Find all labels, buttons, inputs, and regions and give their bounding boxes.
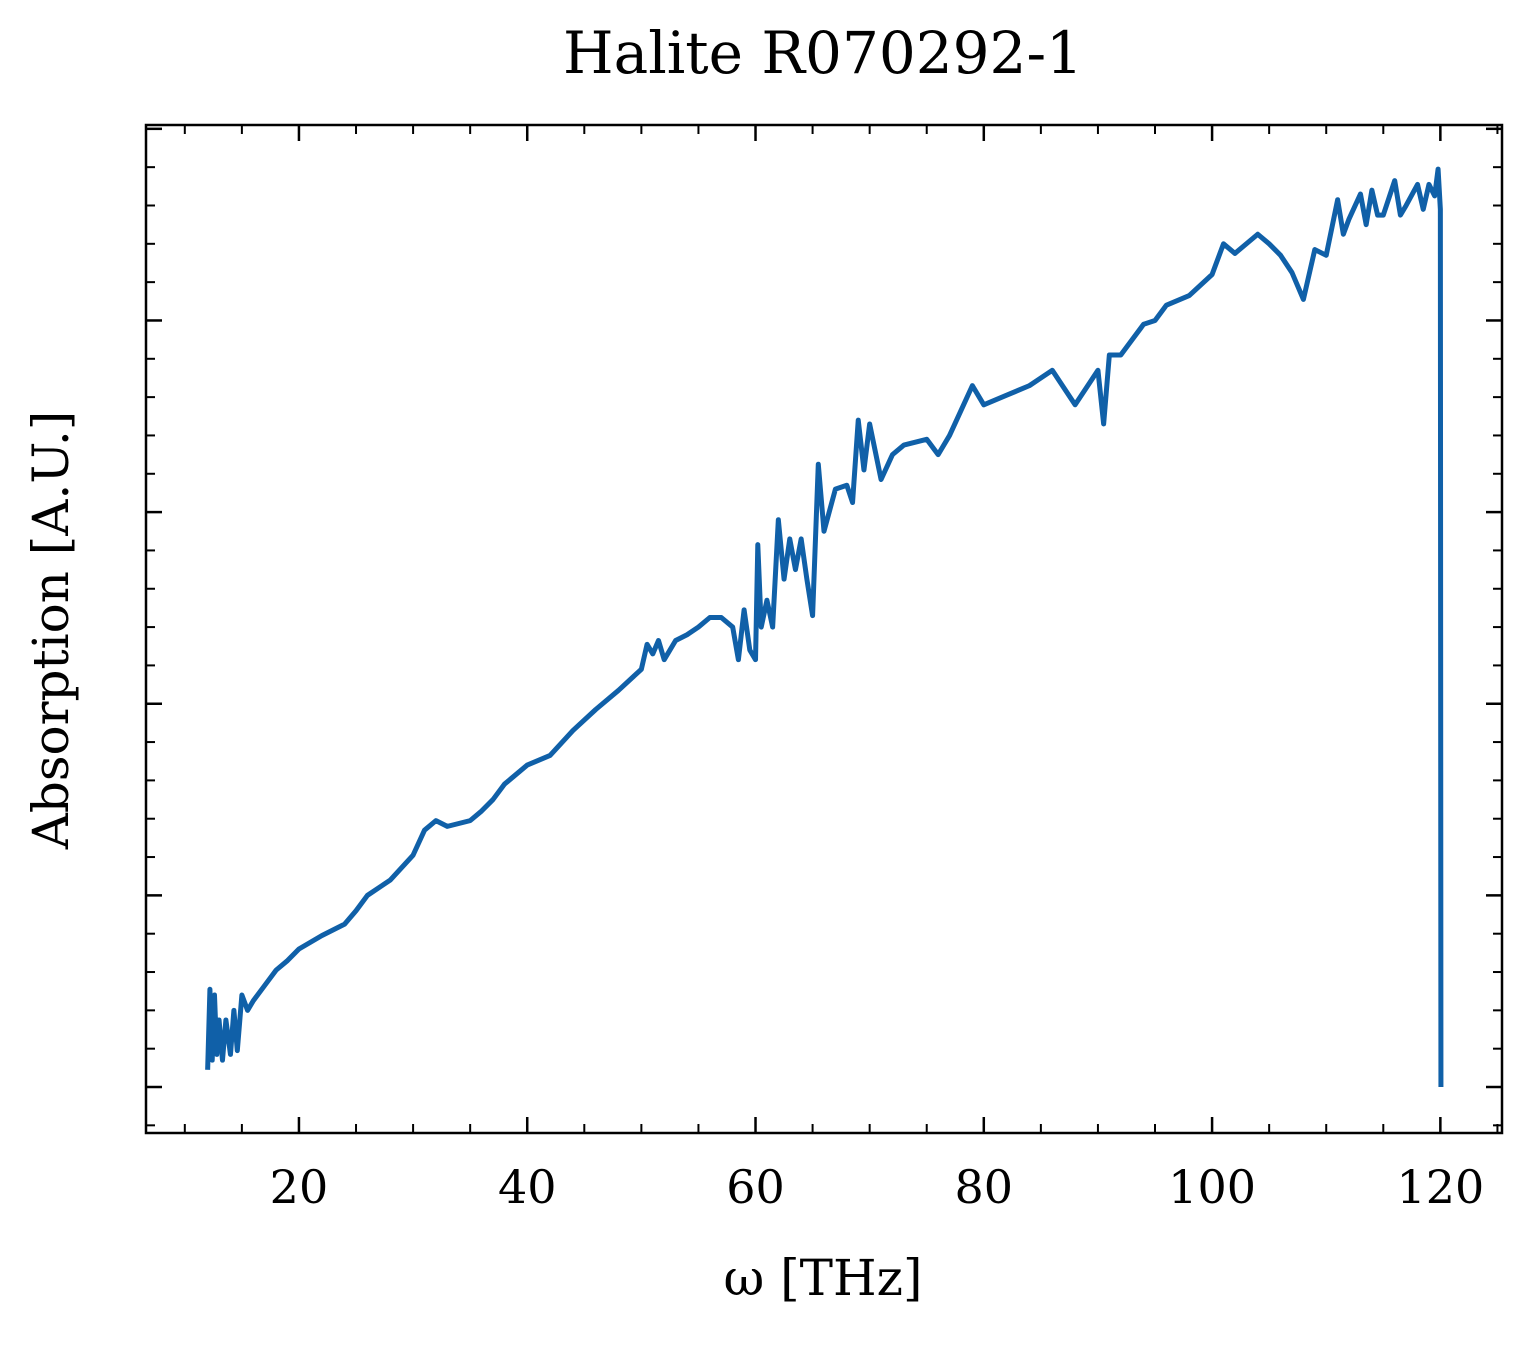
chart-title: Halite R070292-1 bbox=[563, 19, 1083, 87]
y-axis-label: Absorption [A.U.] bbox=[22, 411, 80, 851]
x-tick-label: 80 bbox=[955, 1160, 1014, 1214]
x-tick-label: 40 bbox=[498, 1160, 557, 1214]
x-axis-label: ω [THz] bbox=[724, 1249, 923, 1307]
x-tick-label: 60 bbox=[726, 1160, 785, 1214]
plot-area bbox=[205, 166, 1444, 1088]
x-tick-label: 20 bbox=[270, 1160, 329, 1214]
axes-frame bbox=[144, 123, 1504, 1135]
data-line bbox=[205, 166, 1444, 1088]
x-tick-label: 120 bbox=[1396, 1160, 1484, 1214]
x-tick-label: 100 bbox=[1168, 1160, 1256, 1214]
